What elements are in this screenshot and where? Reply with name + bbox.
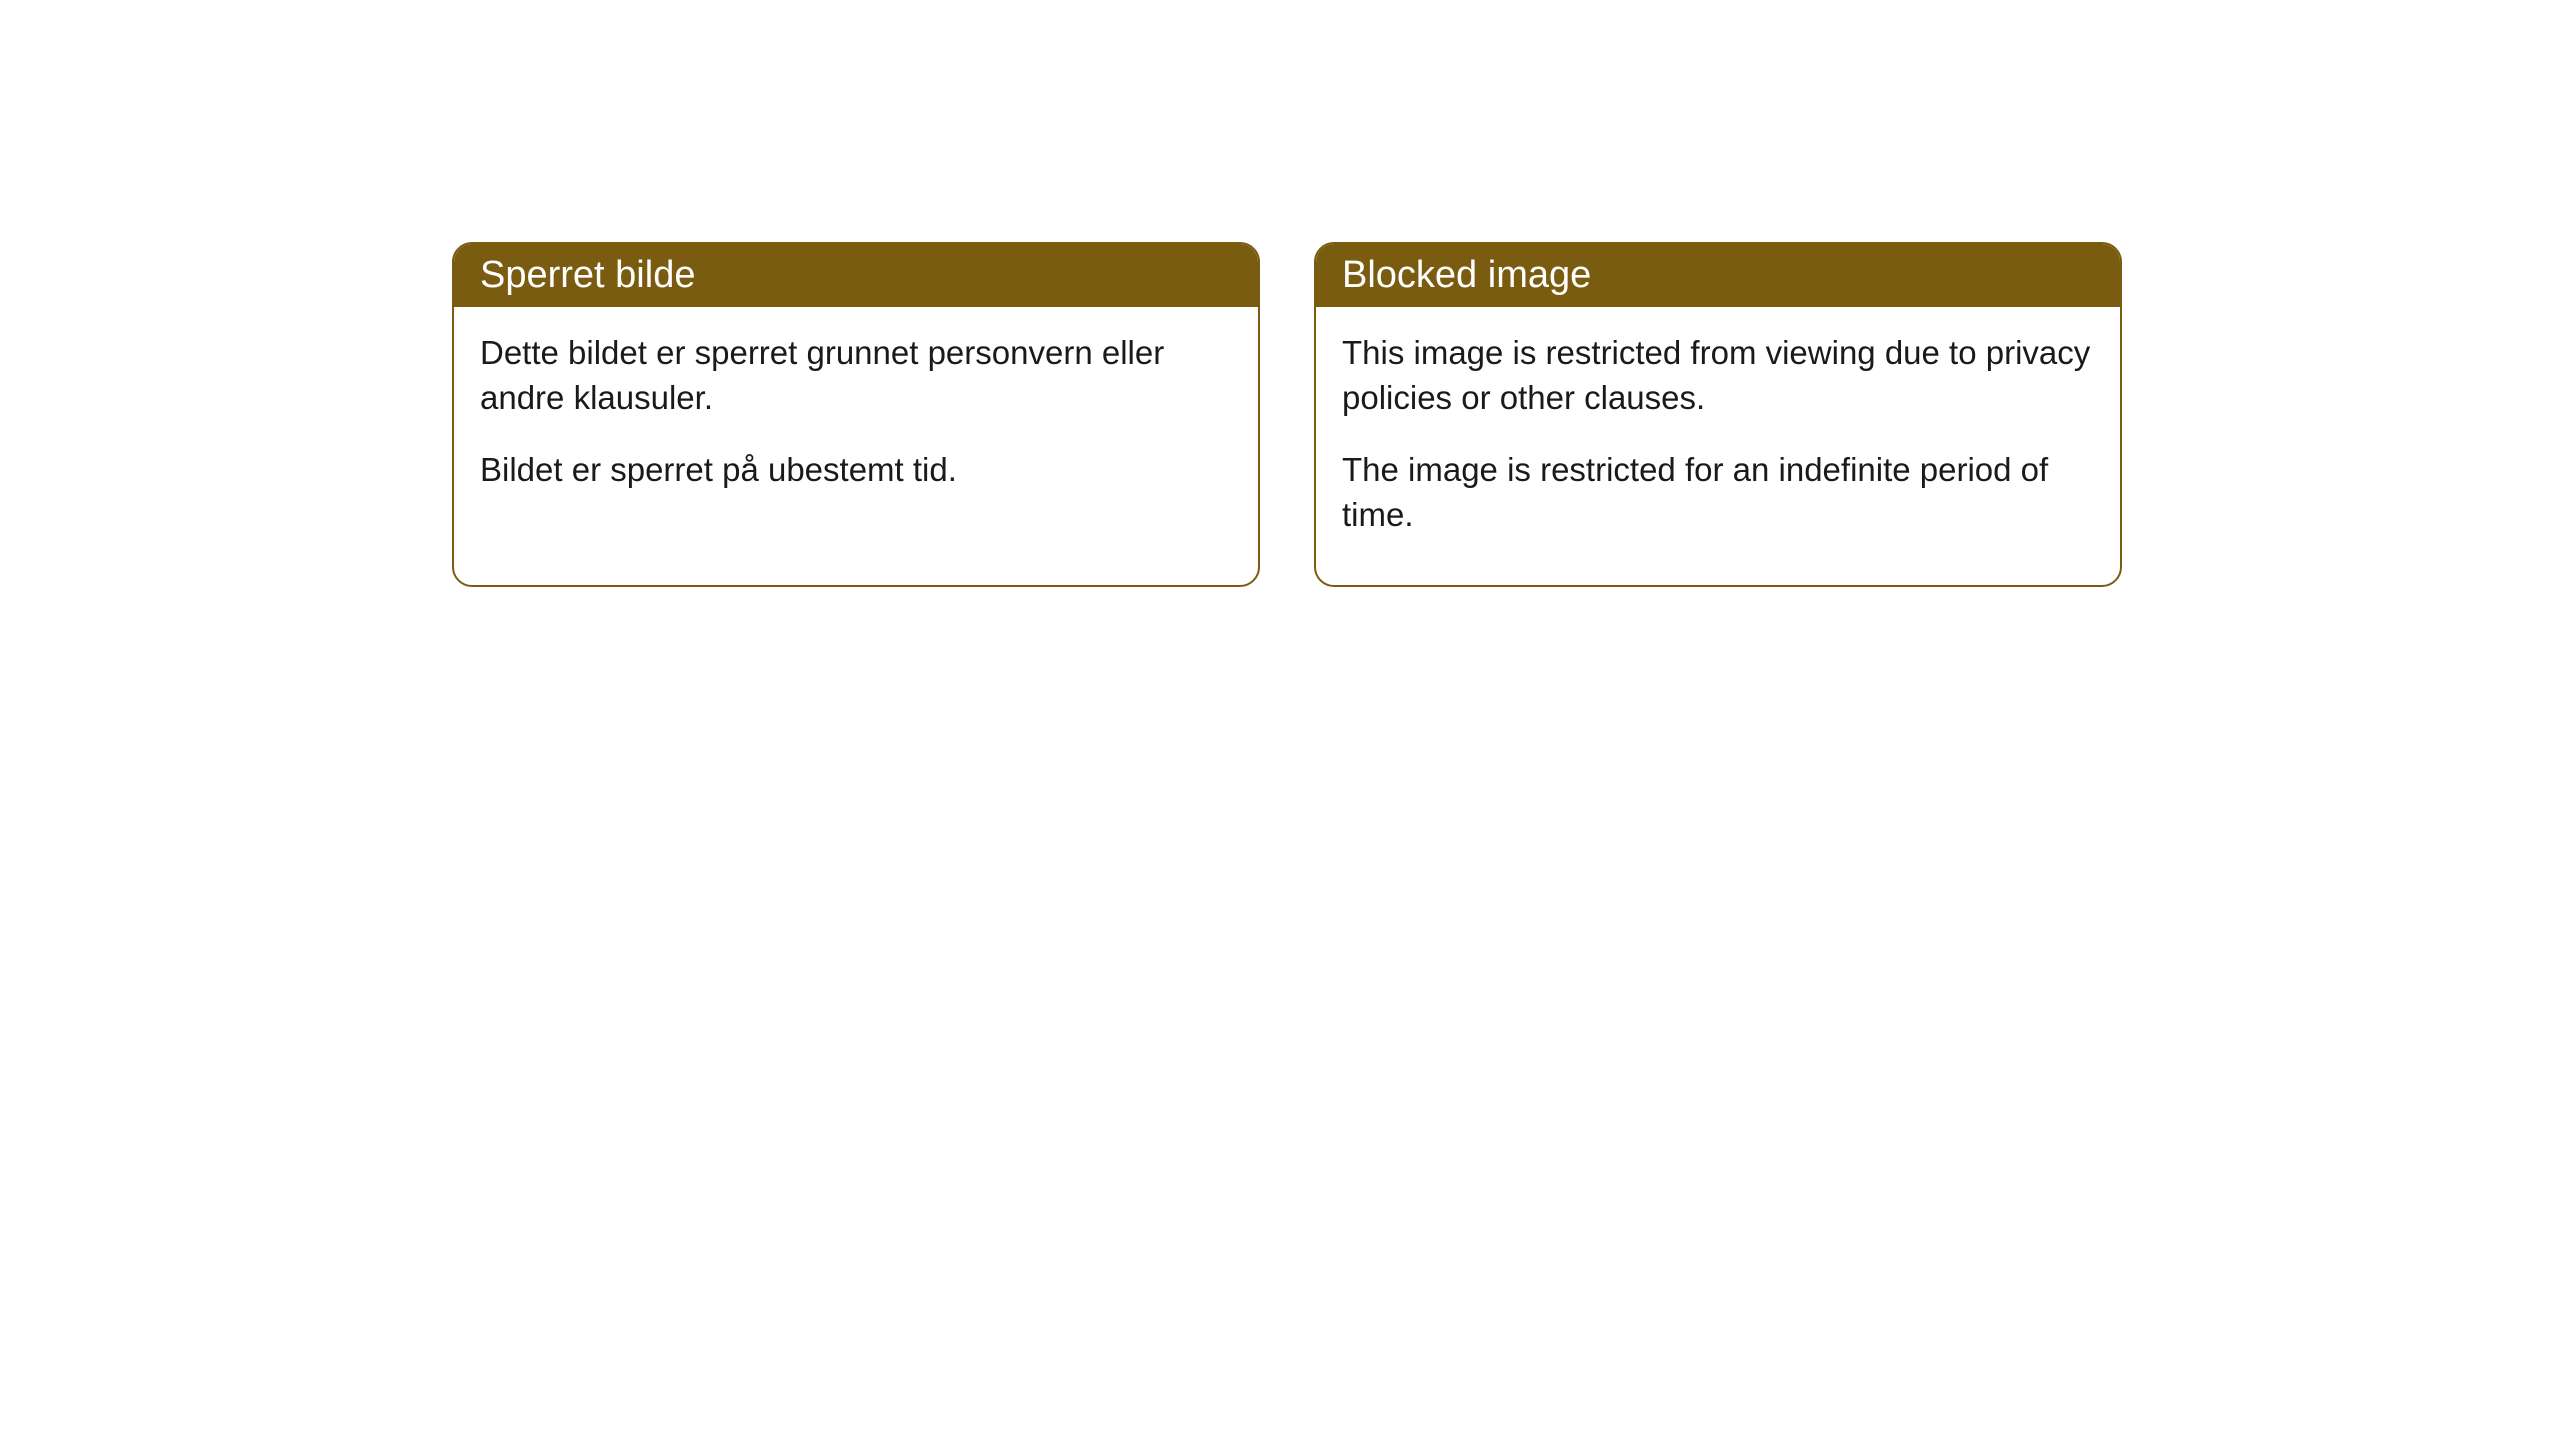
card-english-paragraph-1: This image is restricted from viewing du… — [1342, 331, 2094, 420]
card-norwegian-paragraph-1: Dette bildet er sperret grunnet personve… — [480, 331, 1232, 420]
card-english: Blocked image This image is restricted f… — [1314, 242, 2122, 587]
card-english-body: This image is restricted from viewing du… — [1316, 307, 2120, 585]
card-english-header: Blocked image — [1316, 244, 2120, 307]
card-norwegian-body: Dette bildet er sperret grunnet personve… — [454, 307, 1258, 541]
card-norwegian: Sperret bilde Dette bildet er sperret gr… — [452, 242, 1260, 587]
card-english-paragraph-2: The image is restricted for an indefinit… — [1342, 448, 2094, 537]
card-norwegian-paragraph-2: Bildet er sperret på ubestemt tid. — [480, 448, 1232, 493]
cards-container: Sperret bilde Dette bildet er sperret gr… — [0, 0, 2560, 587]
card-norwegian-header: Sperret bilde — [454, 244, 1258, 307]
